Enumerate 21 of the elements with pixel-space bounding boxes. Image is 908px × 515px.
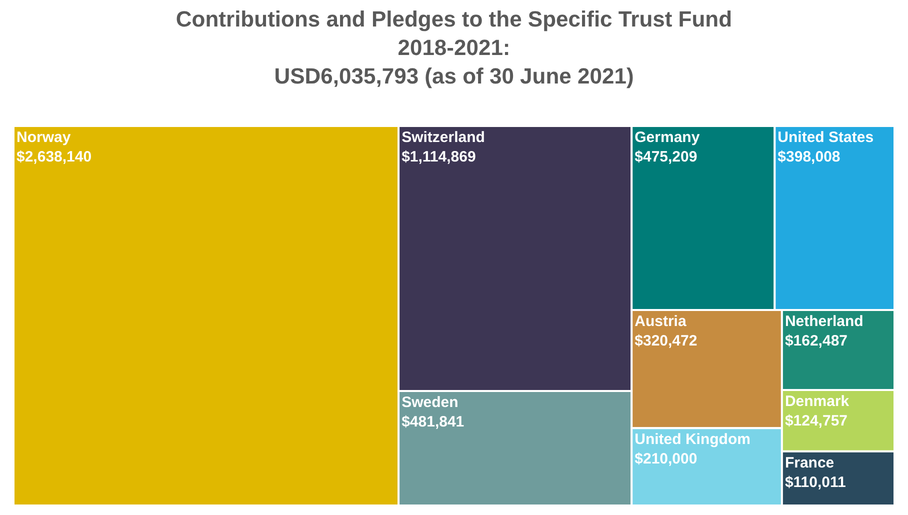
text: Contributions and Pledges to the Specific Trust Fund 2018-2021: USD6,035,793 (as of 30 June 2021): [176, 6, 732, 89]
category-label: Netherland: [784, 313, 864, 330]
data-label: $2,638,140: [16, 148, 92, 166]
data-label: $320,472: [634, 332, 698, 350]
category-label: Norway: [16, 129, 72, 146]
data-label: $110,011: [784, 474, 846, 491]
category-label: United States: [778, 129, 874, 146]
data-label: $162,487: [784, 332, 848, 350]
category-label: Denmark: [784, 392, 850, 410]
category-label: Austria: [634, 313, 687, 330]
category-label: United Kingdom: [634, 431, 750, 448]
data-label: $210,000: [634, 450, 698, 468]
data-label: $124,757: [784, 412, 848, 430]
category-label: France: [784, 454, 834, 472]
category-label: Sweden: [402, 394, 458, 411]
data-label: $1,114,869: [402, 148, 476, 166]
data-label: $481,841: [402, 413, 464, 430]
data-label: $398,008: [778, 148, 840, 166]
data-label: $475,209: [634, 148, 698, 166]
category-label: Germany: [634, 129, 700, 146]
category-label: Switzerland: [402, 129, 485, 146]
